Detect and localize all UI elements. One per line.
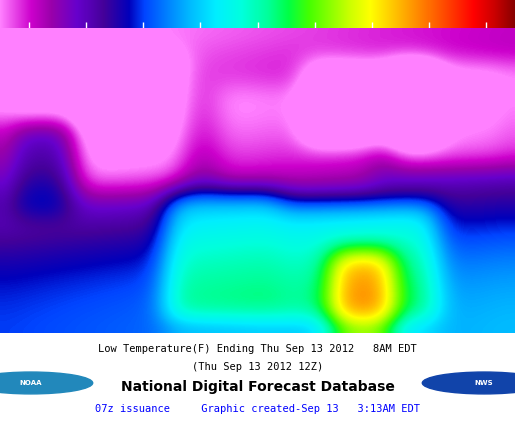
Text: NWS: NWS xyxy=(475,380,493,386)
Text: National Digital Forecast Database: National Digital Forecast Database xyxy=(121,380,394,394)
Circle shape xyxy=(0,372,93,394)
Text: Low Temperature(F) Ending Thu Sep 13 2012   8AM EDT: Low Temperature(F) Ending Thu Sep 13 201… xyxy=(98,344,417,354)
Text: NOAA: NOAA xyxy=(20,380,42,386)
Text: 07z issuance     Graphic created-Sep 13   3:13AM EDT: 07z issuance Graphic created-Sep 13 3:13… xyxy=(95,404,420,414)
Circle shape xyxy=(422,372,515,394)
Text: (Thu Sep 13 2012 12Z): (Thu Sep 13 2012 12Z) xyxy=(192,362,323,372)
